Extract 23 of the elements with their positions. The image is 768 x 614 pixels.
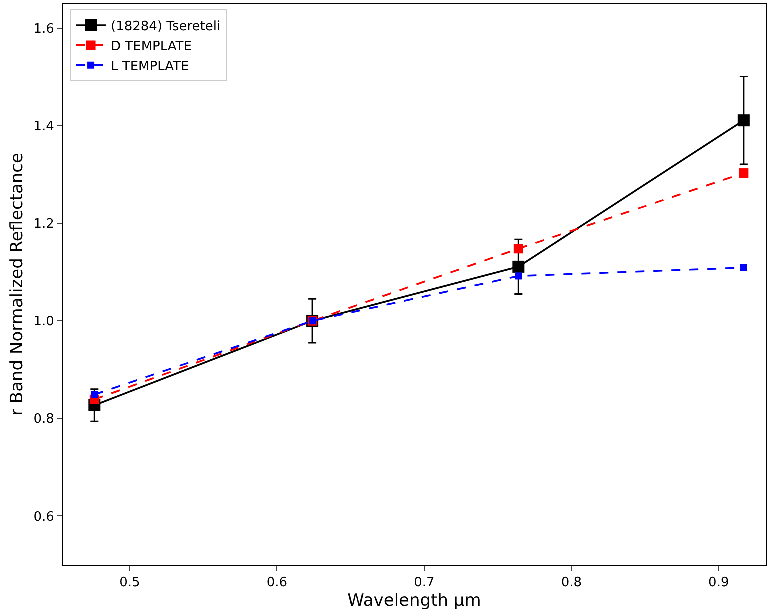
x-tick-label: 0.5 xyxy=(120,576,140,591)
legend-label: (18284) Tsereteli xyxy=(111,20,221,35)
point xyxy=(91,391,98,398)
x-axis-title: Wavelength μm xyxy=(348,591,482,611)
y-tick-label: 0.6 xyxy=(34,510,54,525)
x-tick-label: 0.6 xyxy=(266,576,288,591)
y-tick-label: 1.4 xyxy=(34,120,54,135)
point xyxy=(512,260,525,273)
point xyxy=(738,114,750,127)
point xyxy=(740,264,748,272)
x-tick-label: 0.7 xyxy=(414,576,435,591)
y-tick-label: 1.0 xyxy=(34,314,54,330)
y-tick-label: 1.2 xyxy=(34,217,54,232)
legend-label: D TEMPLATE xyxy=(111,40,192,55)
y-tick-label: 1.6 xyxy=(34,22,54,37)
legend-label: L TEMPLATE xyxy=(111,59,190,74)
y-axis-title: r Band Normalized Reflectance xyxy=(7,153,28,416)
point xyxy=(515,272,522,280)
y-tick-label: 0.8 xyxy=(34,412,54,428)
x-tick-label: 0.8 xyxy=(561,576,582,591)
point xyxy=(514,244,524,254)
x-tick-label: 0.9 xyxy=(708,576,730,591)
point xyxy=(739,168,749,178)
